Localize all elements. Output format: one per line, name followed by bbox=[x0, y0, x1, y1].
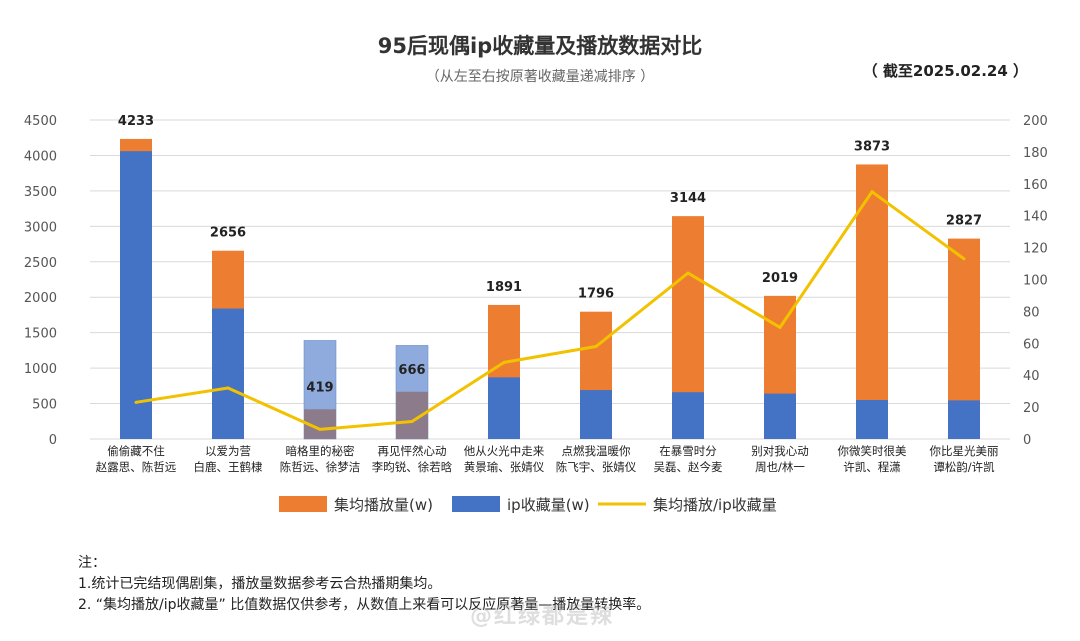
category-sublabel: 李昀锐、徐若晗 bbox=[372, 460, 453, 474]
ratio-point bbox=[870, 190, 874, 194]
y-right-tick-label: 20 bbox=[1023, 401, 1040, 416]
y-left-tick-label: 4500 bbox=[24, 114, 57, 129]
category-label: 偷偷藏不住 bbox=[107, 444, 165, 458]
bar-data-label: 1796 bbox=[578, 287, 614, 302]
category-label: 别对我心动 bbox=[751, 444, 809, 458]
category-sublabel: 陈哲远、徐梦洁 bbox=[280, 460, 361, 474]
category-label: 你微笑时很美 bbox=[838, 444, 907, 458]
category-label: 暗格里的秘密 bbox=[286, 444, 355, 458]
bar-data-label: 3144 bbox=[670, 191, 706, 206]
ratio-point bbox=[318, 427, 322, 431]
ratio-point bbox=[962, 257, 966, 261]
y-right-tick-label: 180 bbox=[1023, 146, 1048, 161]
ratio-point bbox=[594, 344, 598, 348]
chart-title: 95后现偶ip收藏量及播放数据对比 bbox=[377, 34, 703, 58]
bar-data-label: 1891 bbox=[486, 280, 522, 295]
bar-data-label: 2656 bbox=[210, 226, 246, 241]
category-label: 再见怦然心动 bbox=[378, 444, 447, 458]
bar-data-label: 419 bbox=[306, 380, 333, 395]
legend-label-ip: ip收藏量(w) bbox=[507, 496, 590, 514]
y-left-tick-label: 1000 bbox=[24, 362, 57, 377]
bar-data-label: 666 bbox=[398, 363, 425, 378]
y-left-tick-label: 0 bbox=[49, 433, 57, 448]
bar-ip bbox=[948, 400, 980, 439]
ratio-point bbox=[410, 419, 414, 423]
notes-title: 注： bbox=[78, 555, 106, 571]
category-label: 以爱为营 bbox=[205, 444, 251, 458]
chart-area: 0 500 1000 1500 2000 2500 3000 3500 4000 4500 0 20 4… bbox=[24, 114, 1048, 514]
category-label: 你比星光美丽 bbox=[930, 444, 999, 458]
bar-ip bbox=[212, 308, 244, 439]
ratio-point bbox=[778, 325, 782, 329]
y-right-tick-label: 40 bbox=[1023, 369, 1040, 384]
category-label: 在暴雪时分 bbox=[659, 444, 717, 458]
watermark: @红绿都是辣 bbox=[470, 604, 615, 629]
y-right-tick-label: 100 bbox=[1023, 274, 1048, 289]
category-sublabel: 赵露思、陈哲远 bbox=[96, 460, 177, 474]
y-left-tick-label: 500 bbox=[32, 398, 57, 413]
category-label: 点燃我温暖你 bbox=[562, 444, 631, 458]
y-left-tick-label: 1500 bbox=[24, 327, 57, 342]
y-right-tick-label: 80 bbox=[1023, 305, 1040, 320]
y-left-tick-label: 2500 bbox=[24, 256, 57, 271]
notes-line-2: 2. “集均播放/ip收藏量” 比值数据仅供参考，从数值上来看可以反应原著量—播… bbox=[78, 597, 651, 613]
y-left-tick-label: 4000 bbox=[24, 149, 57, 164]
y-right-tick-label: 0 bbox=[1023, 433, 1031, 448]
legend-swatch-play bbox=[279, 496, 327, 512]
category-sublabel: 谭松韵/许凯 bbox=[933, 460, 995, 474]
bar-data-label: 2827 bbox=[946, 214, 982, 229]
bar-data-label: 2019 bbox=[762, 271, 798, 286]
chart-subtitle: （从左至右按原著收藏量递减排序 ） bbox=[425, 69, 655, 85]
category-sublabel: 陈飞宇、张婧仪 bbox=[556, 460, 637, 474]
y-right-tick-label: 120 bbox=[1023, 242, 1048, 257]
notes: 注： 1.统计已完结现偶剧集，播放量数据参考云合热播期集均。 2. “集均播放/… bbox=[78, 553, 650, 616]
bar-data-label: 3873 bbox=[854, 139, 890, 154]
bar-ip bbox=[580, 390, 612, 439]
notes-line-1: 1.统计已完结现偶剧集，播放量数据参考云合热播期集均。 bbox=[78, 576, 442, 592]
y-right-tick-label: 200 bbox=[1023, 114, 1048, 129]
bar-ip bbox=[120, 151, 152, 440]
legend-label-ratio: 集均播放/ip收藏量 bbox=[653, 496, 777, 514]
category-sublabel: 黄景瑜、张婧仪 bbox=[464, 460, 545, 474]
y-right-tick-label: 60 bbox=[1023, 337, 1040, 352]
category-label: 他从火光中走来 bbox=[464, 444, 545, 458]
y-right-tick-label: 140 bbox=[1023, 210, 1048, 225]
bar-ip bbox=[488, 377, 520, 439]
bar-play bbox=[856, 164, 888, 439]
chart-date: （ 截至2025.02.24 ） bbox=[862, 62, 1028, 80]
ratio-point bbox=[226, 386, 230, 390]
ratio-line bbox=[135, 190, 965, 431]
bar-ip bbox=[764, 393, 796, 439]
category-sublabel: 白鹿、王鹤棣 bbox=[194, 460, 263, 474]
bar-data-label: 4233 bbox=[118, 114, 154, 129]
ratio-point bbox=[686, 271, 690, 275]
ratio-point bbox=[134, 400, 138, 404]
y-left-tick-label: 2000 bbox=[24, 291, 57, 306]
bar-ip bbox=[856, 400, 888, 439]
y-left-tick-label: 3500 bbox=[24, 185, 57, 200]
legend-label-play: 集均播放量(w) bbox=[334, 496, 433, 514]
y-left-tick-label: 3000 bbox=[24, 220, 57, 235]
category-sublabel: 许凯、程潇 bbox=[843, 460, 901, 474]
bar-ip bbox=[672, 392, 704, 439]
category-sublabel: 吴磊、赵今麦 bbox=[654, 460, 723, 474]
legend-swatch-ip bbox=[452, 496, 500, 512]
ratio-point bbox=[502, 360, 506, 364]
y-right-tick-label: 160 bbox=[1023, 178, 1048, 193]
category-sublabel: 周也/林一 bbox=[755, 460, 805, 474]
